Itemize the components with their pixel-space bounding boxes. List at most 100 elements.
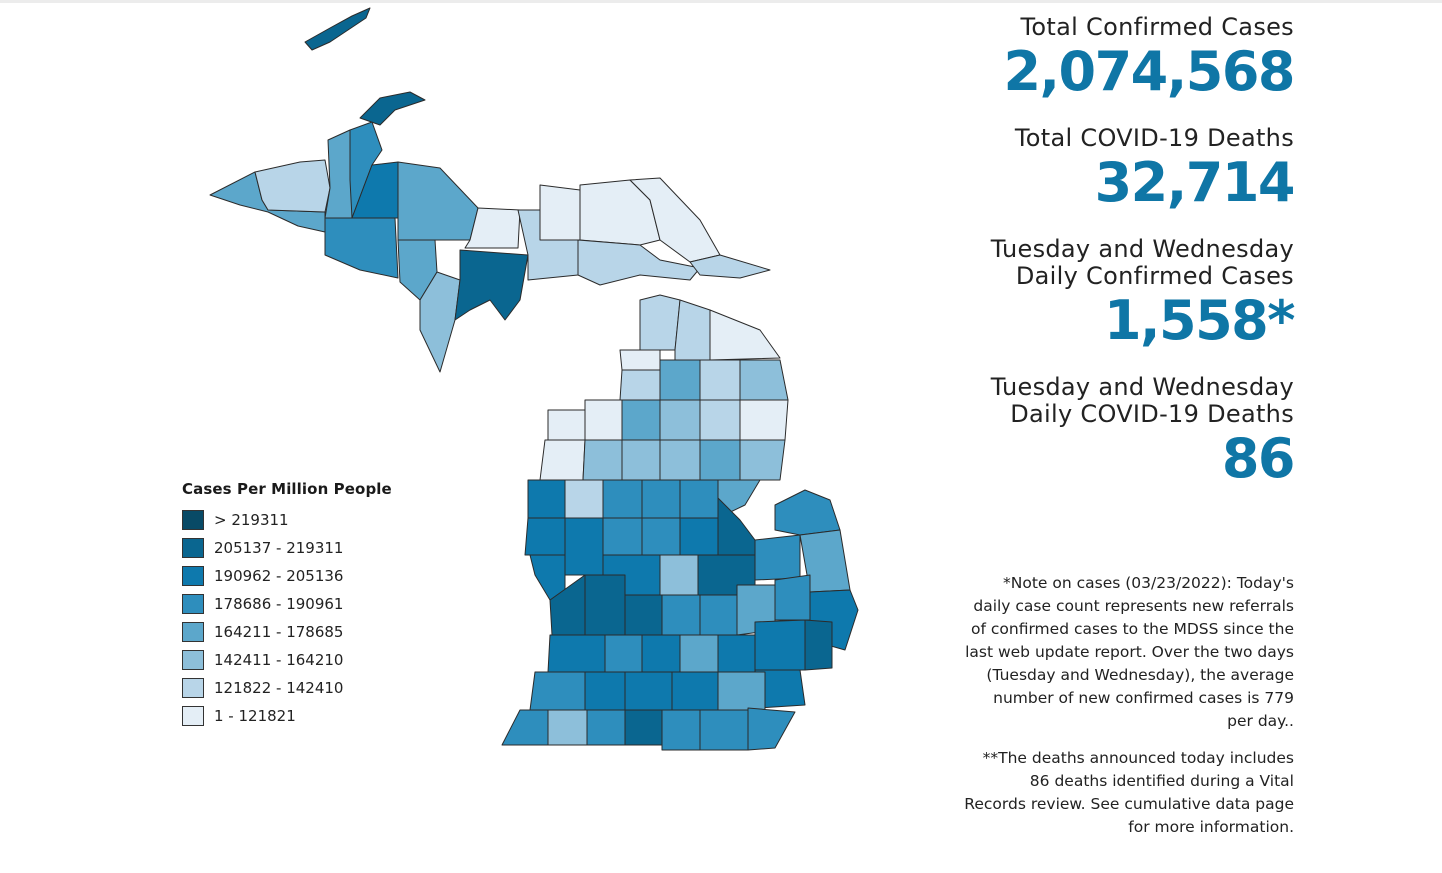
deaths-note: **The deaths announced today includes 86… <box>964 749 1294 836</box>
county-berrien[interactable] <box>501 709 549 746</box>
county-manistee[interactable] <box>539 439 586 481</box>
stats-panel: Total Confirmed Cases 2,074,568 Total CO… <box>834 13 1296 490</box>
county-alger-w[interactable] <box>397 161 479 241</box>
county-benzie[interactable] <box>584 399 623 441</box>
legend-item: 190962 - 205136 <box>182 562 392 590</box>
legend-item: 178686 - 190961 <box>182 590 392 618</box>
legend-label: > 219311 <box>214 511 289 529</box>
county-mason[interactable] <box>527 479 566 519</box>
legend-item: 142411 - 164210 <box>182 646 392 674</box>
legend-swatch <box>182 622 204 642</box>
county-roscommon[interactable] <box>659 439 701 481</box>
county-ionia[interactable] <box>624 594 663 636</box>
legend-swatch <box>182 510 204 530</box>
county-oakland[interactable] <box>754 619 806 671</box>
map-legend: Cases Per Million People > 219311 205137 … <box>182 480 392 730</box>
county-calhoun[interactable] <box>624 671 673 711</box>
county-jackson[interactable] <box>671 671 719 711</box>
county-allegan[interactable] <box>547 634 606 673</box>
county-missaukee[interactable] <box>621 439 661 481</box>
county-ogemaw[interactable] <box>699 439 741 481</box>
county-osceola[interactable] <box>602 479 643 519</box>
county-livingston[interactable] <box>717 634 756 673</box>
daily-deaths-label-line2: Daily COVID-19 Deaths <box>1010 400 1294 428</box>
county-delta[interactable] <box>454 249 529 321</box>
daily-deaths-value: 86 <box>1221 427 1296 490</box>
county-alger[interactable] <box>464 207 521 249</box>
county-huron[interactable] <box>774 489 841 536</box>
county-montmorency[interactable] <box>699 359 741 401</box>
county-clare[interactable] <box>641 479 681 519</box>
county-charlevoix[interactable] <box>619 349 661 371</box>
legend-item: > 219311 <box>182 506 392 534</box>
county-gladwin[interactable] <box>679 479 719 519</box>
notes-panel: *Note on cases (03/23/2022): Today's dai… <box>964 572 1294 853</box>
county-isabella[interactable] <box>641 517 681 556</box>
legend-swatch <box>182 594 204 614</box>
county-antrim[interactable] <box>619 369 661 401</box>
legend-label: 121822 - 142410 <box>214 679 344 697</box>
county-isle-royale[interactable] <box>304 7 371 51</box>
county-washtenaw[interactable] <box>717 671 766 711</box>
cases-note: *Note on cases (03/23/2022): Today's dai… <box>965 574 1294 730</box>
county-mackinac[interactable] <box>577 239 701 286</box>
county-ontonagon[interactable] <box>254 159 331 213</box>
legend-swatch <box>182 678 204 698</box>
county-wexford[interactable] <box>582 439 623 481</box>
total-deaths-label: Total COVID-19 Deaths <box>1014 124 1294 152</box>
county-luce[interactable] <box>539 184 581 241</box>
county-kalkaska[interactable] <box>659 399 701 441</box>
legend-swatch <box>182 538 204 558</box>
daily-deaths-label-line1: Tuesday and Wednesday <box>990 373 1294 401</box>
county-lake[interactable] <box>564 479 604 519</box>
county-emmet[interactable] <box>639 294 681 351</box>
county-kent[interactable] <box>584 574 626 636</box>
county-keweenaw[interactable] <box>359 91 426 126</box>
daily-cases-value: 1,558* <box>1103 289 1296 352</box>
county-kalamazoo[interactable] <box>584 671 626 711</box>
county-monroe[interactable] <box>747 707 796 751</box>
county-ingham[interactable] <box>679 634 719 673</box>
county-van-buren[interactable] <box>529 671 586 711</box>
county-hillsdale[interactable] <box>661 709 701 751</box>
legend-item: 205137 - 219311 <box>182 534 392 562</box>
county-tuscola[interactable] <box>754 534 801 581</box>
legend-item: 164211 - 178685 <box>182 618 392 646</box>
county-mackinac-e[interactable] <box>689 254 771 279</box>
county-branch[interactable] <box>624 709 663 746</box>
county-newaygo[interactable] <box>564 517 604 576</box>
county-leelanau[interactable] <box>547 409 586 441</box>
legend-item: 1 - 121821 <box>182 702 392 730</box>
county-mecosta[interactable] <box>602 517 643 556</box>
county-iosco[interactable] <box>739 439 786 481</box>
county-st-joseph[interactable] <box>586 709 626 746</box>
legend-item: 121822 - 142410 <box>182 674 392 702</box>
county-midland[interactable] <box>679 517 719 556</box>
legend-label: 142411 - 164210 <box>214 651 344 669</box>
county-alpena[interactable] <box>739 359 789 401</box>
county-shiawassee[interactable] <box>699 594 738 636</box>
county-lapeer[interactable] <box>774 574 811 621</box>
county-iron[interactable] <box>324 217 399 279</box>
legend-label: 164211 - 178685 <box>214 623 344 641</box>
county-grand-traverse[interactable] <box>621 399 661 441</box>
county-otsego[interactable] <box>659 359 701 401</box>
county-eaton[interactable] <box>641 634 681 673</box>
county-gratiot[interactable] <box>659 554 699 596</box>
top-border <box>0 0 1442 3</box>
county-cheboygan[interactable] <box>674 299 711 361</box>
county-alcona[interactable] <box>739 399 789 441</box>
michigan-choropleth-map <box>209 7 859 751</box>
total-cases-value: 2,074,568 <box>1003 40 1295 103</box>
county-crawford[interactable] <box>699 399 741 441</box>
county-lenawee[interactable] <box>699 709 749 751</box>
county-cass[interactable] <box>547 709 588 746</box>
county-presque-isle[interactable] <box>709 309 781 361</box>
county-barry[interactable] <box>604 634 643 673</box>
legend-title: Cases Per Million People <box>182 480 392 498</box>
legend-label: 205137 - 219311 <box>214 539 344 557</box>
county-macomb[interactable] <box>804 619 833 671</box>
total-cases-label: Total Confirmed Cases <box>1020 13 1294 41</box>
county-oceana[interactable] <box>524 517 566 556</box>
county-clinton[interactable] <box>661 594 701 636</box>
